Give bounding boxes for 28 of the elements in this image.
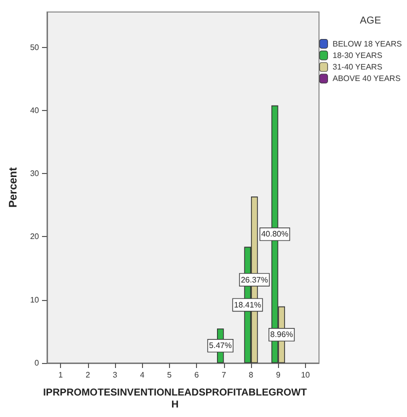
legend-label: BELOW 18 YEARS — [332, 39, 402, 48]
y-tick-label: 40 — [30, 106, 40, 115]
x-tick-label: 6 — [194, 370, 200, 380]
legend-title: AGE — [360, 16, 382, 26]
legend-label: ABOVE 40 YEARS — [332, 74, 401, 84]
y-tick-label: 50 — [30, 42, 40, 52]
x-tick-label: 4 — [140, 370, 145, 380]
y-tick-label: 30 — [30, 169, 40, 178]
y-tick-label: 10 — [30, 295, 40, 304]
y-axis-title: Percent — [8, 166, 20, 208]
x-tick-label: 3 — [112, 370, 118, 380]
data-label: 26.37% — [240, 275, 268, 284]
x-tick-label: 7 — [222, 370, 227, 380]
data-label: 5.47% — [209, 341, 232, 350]
x-tick-label: 5 — [167, 370, 172, 380]
legend-label: 18-30 YEARS — [332, 50, 382, 60]
data-label: 8.96% — [270, 330, 293, 340]
y-tick-label: 0 — [34, 358, 40, 368]
x-tick-label: 10 — [300, 370, 310, 380]
x-tick-label: 1 — [58, 370, 64, 380]
data-label: 18.41% — [234, 300, 262, 310]
x-axis-title: IPRPROMOTESINVENTIONLEADSPROFITABLEGROWTH — [43, 388, 307, 410]
legend-label: 31-40 YEARS — [332, 62, 382, 72]
data-label: 40.80% — [261, 230, 288, 239]
x-tick-label: 2 — [86, 370, 91, 380]
y-tick-label: 20 — [30, 232, 40, 242]
x-tick-label: 8 — [248, 370, 254, 380]
x-tick-label: 9 — [276, 370, 281, 380]
